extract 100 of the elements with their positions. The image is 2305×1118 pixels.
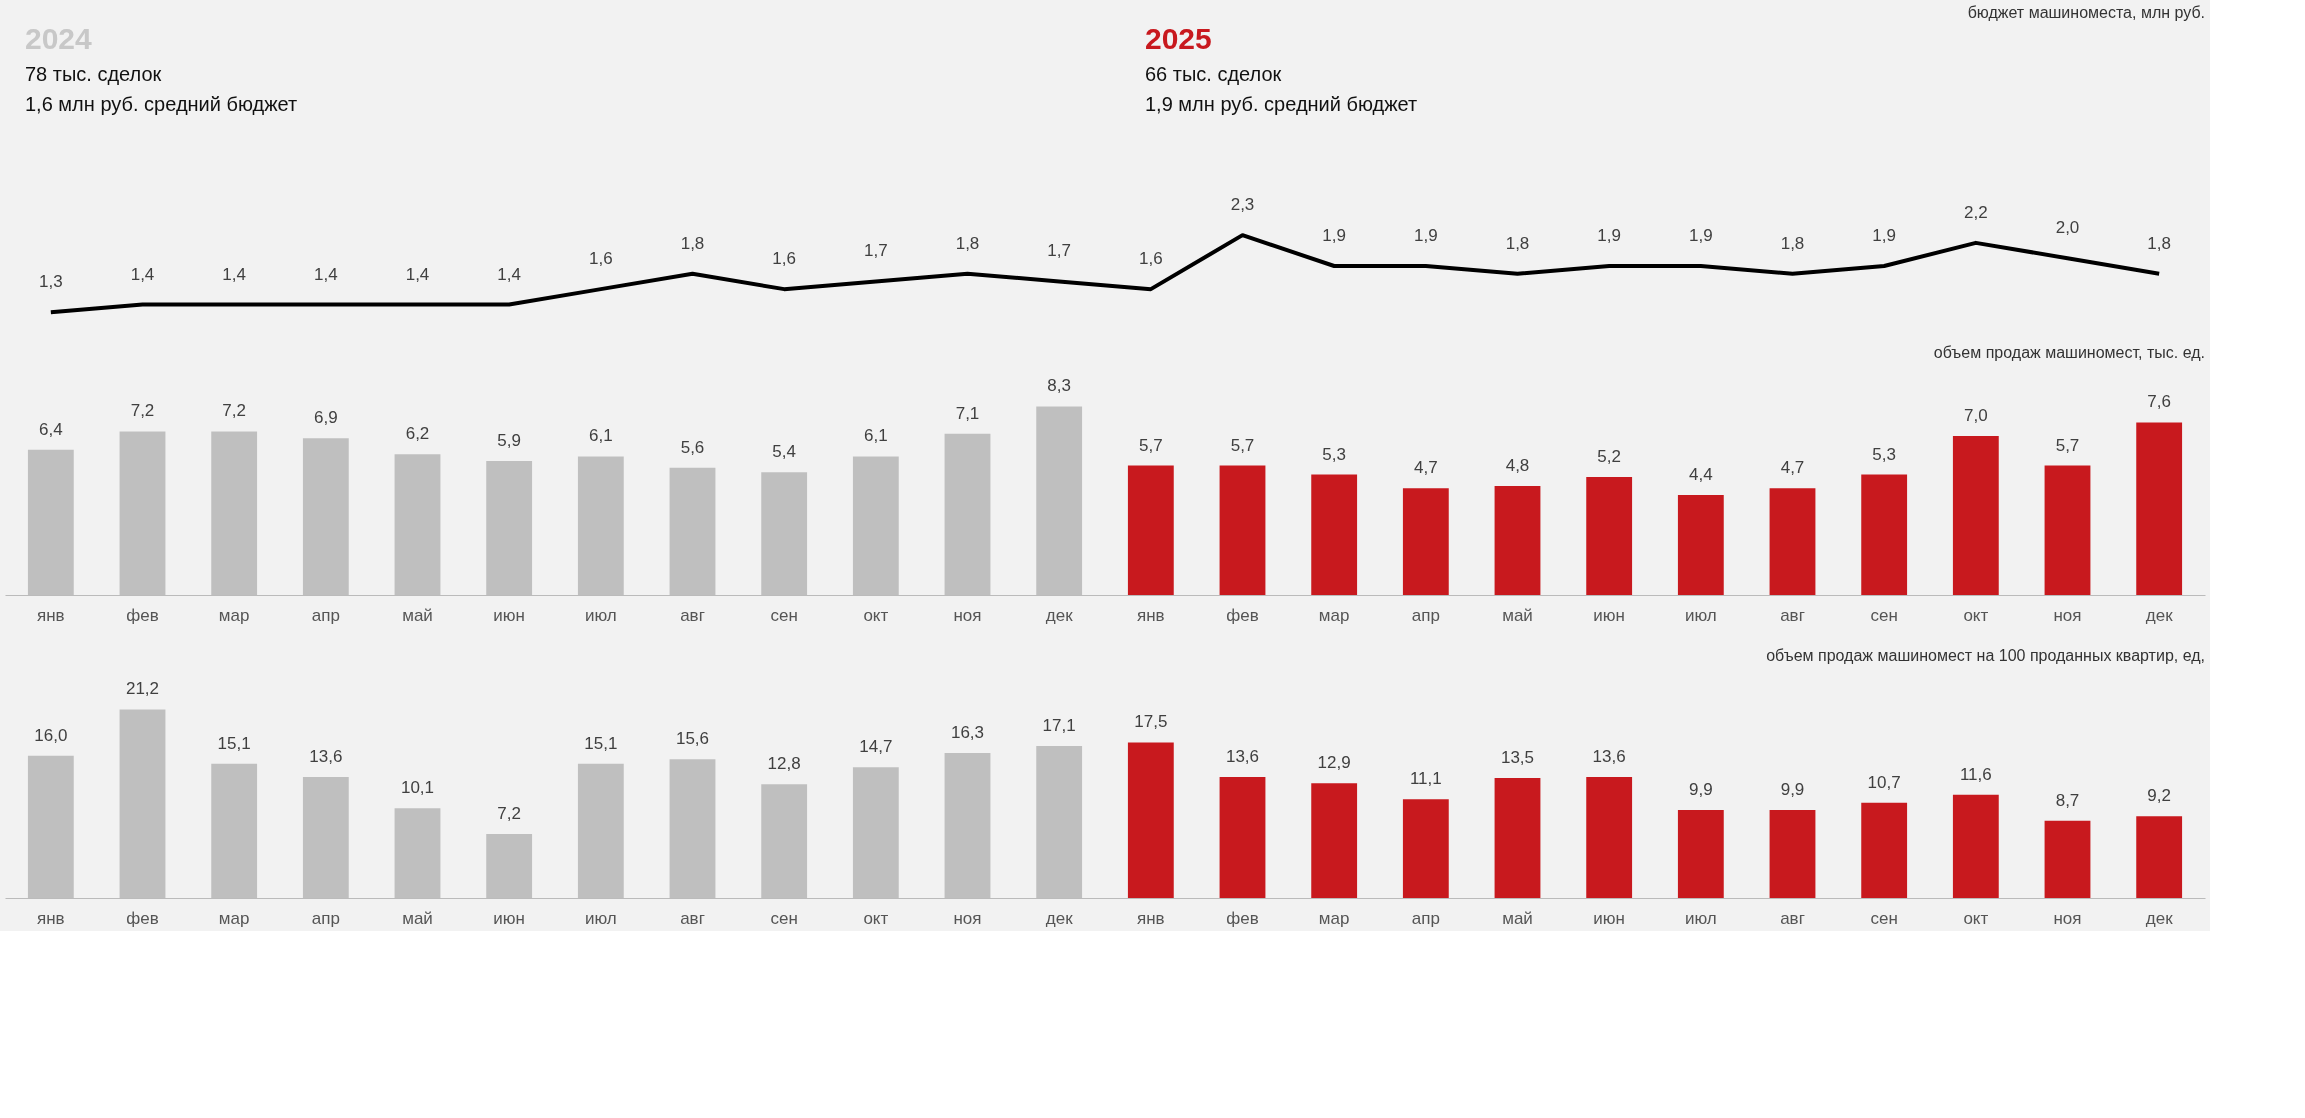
bar [1861,802,1908,898]
bar [1127,465,1174,595]
data-label: 15,1 [217,733,251,753]
data-label: 2,3 [1230,195,1255,215]
data-label: 1,3 [39,272,63,292]
bar [1402,488,1449,595]
x-tick-label: дек [2145,605,2174,625]
x-tick-label: июн [493,605,525,625]
bar [1311,783,1358,898]
x-tick-label: май [402,605,433,625]
data-label: 1,9 [1872,226,1896,245]
data-label: 13,6 [1592,747,1626,767]
bar [1952,794,1999,898]
x-tick-label: мар [218,908,250,928]
data-label: 12,9 [1317,753,1351,773]
data-label: 10,7 [1867,772,1901,792]
x-tick-label: апр [1411,908,1440,928]
data-label: 1,8 [680,233,705,253]
bar [1127,742,1174,898]
data-label: 9,9 [1780,779,1805,799]
x-tick-label: сен [770,605,798,625]
data-label: 5,7 [1139,435,1163,455]
data-label: 6,1 [589,426,613,446]
x-tick-label: апр [311,605,340,625]
x-tick-label: авг [680,908,705,928]
data-label: 1,9 [1689,226,1713,245]
text: 2025 [1145,22,1212,55]
x-tick-label: ноя [953,908,982,928]
bar [2044,820,2091,898]
x-tick-label: авг [680,605,705,625]
bar [1494,777,1541,898]
x-tick-label: апр [1411,605,1440,625]
data-label: 13,5 [1500,747,1535,767]
data-label: 4,7 [1414,458,1438,478]
data-label: 13,6 [1225,747,1260,767]
x-tick-label: май [1502,605,1533,625]
x-tick-label: апр [311,908,340,928]
data-label: 1,8 [1780,233,1805,253]
x-tick-label: окт [1963,908,1989,928]
data-label: 1,8 [2147,233,2171,253]
data-label: 1,6 [589,249,613,269]
data-label: 21,2 [125,679,160,699]
bar [1769,488,1816,595]
text: 78 тыс. сделок [25,63,162,85]
data-label: 13,6 [309,747,343,767]
data-label: 9,2 [2147,786,2171,806]
data-label: 6,9 [314,408,338,428]
data-label: 12,8 [767,754,801,774]
x-tick-label: сен [1870,605,1898,625]
data-label: 11,6 [1959,764,1992,784]
data-label: 5,3 [1872,444,1896,464]
data-label: 6,2 [405,424,430,444]
x-tick-label: окт [1963,605,1989,625]
data-label: 17,5 [1134,712,1168,732]
data-label: 4,4 [1689,465,1713,485]
x-tick-label: окт [863,908,889,928]
data-label: 5,7 [2055,435,2080,455]
x-tick-label: мар [1318,908,1350,928]
x-tick-label: фев [126,908,159,928]
x-tick-label: июн [493,908,525,928]
bar [1219,465,1266,595]
chart-title: объем продаж машиномест, тыс. ед. [1933,344,2205,361]
x-tick-label: июн [1593,605,1625,625]
data-label: 16,0 [34,725,68,745]
data-label: 2,0 [2055,218,2080,238]
x-tick-label: мар [218,605,250,625]
data-label: 5,3 [1322,444,1346,464]
data-label: 7,2 [130,401,155,421]
bar [1586,777,1633,898]
data-label: 7,2 [497,803,521,823]
data-label: 15,6 [675,729,710,749]
x-tick-label: сен [1870,908,1898,928]
data-label: 8,7 [2055,790,2080,810]
data-label: 15,1 [584,733,618,753]
x-tick-label: май [1502,908,1533,928]
x-tick-label: окт [863,605,889,625]
data-label: 5,9 [497,430,521,450]
data-label: 1,6 [772,249,796,269]
x-tick-label: авг [1780,908,1805,928]
data-label: 7,6 [2147,392,2171,412]
bar [1677,809,1724,898]
data-label: 1,7 [1047,241,1071,261]
data-label: 7,2 [222,401,246,421]
data-label: 7,1 [955,403,980,423]
data-label: 1,9 [1322,226,1346,245]
x-tick-label: фев [1226,908,1259,928]
data-label: 6,4 [39,419,63,439]
data-label: 5,4 [772,442,796,462]
x-tick-label: май [402,908,433,928]
x-tick-label: дек [1045,908,1074,928]
bar [1494,485,1541,595]
x-tick-label: янв [37,605,65,625]
chart-title: бюджет машиноместа, млн руб. [1967,4,2205,21]
data-label: 11,1 [1409,769,1442,789]
bar [1769,809,1816,898]
data-label: 7,0 [1964,406,1988,425]
data-label: 5,6 [680,437,705,457]
data-label: 17,1 [1042,715,1076,735]
data-label: 1,4 [314,264,338,284]
x-tick-label: янв [1137,908,1165,928]
